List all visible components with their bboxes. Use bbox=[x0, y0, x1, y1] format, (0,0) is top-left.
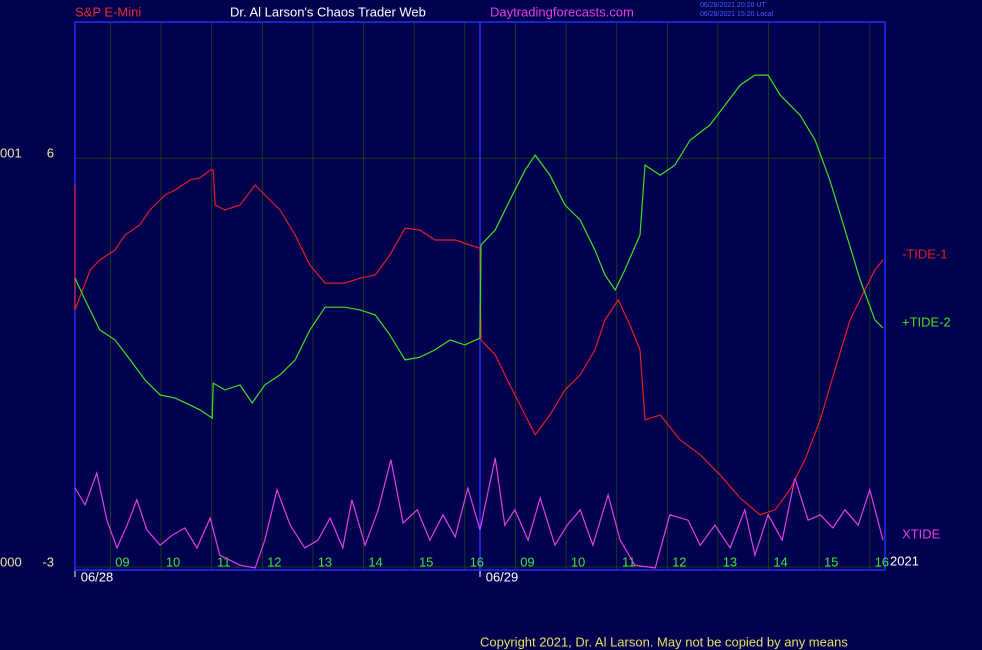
y-tick-label: 6 bbox=[47, 146, 54, 161]
footer: Copyright 2021, Dr. Al Larson. May not b… bbox=[480, 634, 848, 649]
x-tick-label: 15 bbox=[419, 554, 433, 569]
x-tick-label: 12 bbox=[672, 554, 686, 569]
stamp-ut: 06/28/2021 20:20 UT bbox=[700, 2, 766, 9]
x-tick-label: 14 bbox=[368, 554, 382, 569]
x-tick-label: 13 bbox=[723, 554, 737, 569]
stamp-local: 06/28/2021 15:20 Local bbox=[700, 11, 774, 18]
y-outer-label: 000 bbox=[0, 554, 22, 569]
series-line bbox=[74, 169, 884, 516]
y-outer-label: 001 bbox=[0, 146, 22, 161]
year-label: 2021 bbox=[890, 553, 919, 568]
y-tick-label: -3 bbox=[42, 554, 54, 569]
series-line bbox=[74, 74, 884, 420]
series-label: XTIDE bbox=[902, 527, 941, 542]
series-label: +TIDE-2 bbox=[902, 315, 951, 330]
x-tick-label: 15 bbox=[824, 554, 838, 569]
date-label: 06/29 bbox=[486, 569, 519, 584]
x-tick-label: 13 bbox=[318, 554, 332, 569]
x-tick-label: 10 bbox=[571, 554, 585, 569]
x-tick-label: 16 bbox=[470, 554, 484, 569]
x-tick-label: 14 bbox=[773, 554, 787, 569]
x-tick-label: 16 bbox=[875, 554, 889, 569]
x-tick-label: 09 bbox=[520, 554, 534, 569]
symbol: S&P E-Mini bbox=[75, 4, 141, 19]
site: Daytradingforecasts.com bbox=[490, 4, 634, 19]
x-tick-label: 09 bbox=[115, 554, 129, 569]
chart-title: Dr. Al Larson's Chaos Trader Web bbox=[230, 4, 426, 19]
x-tick-label: 10 bbox=[166, 554, 180, 569]
x-tick-label: 12 bbox=[267, 554, 281, 569]
date-label: 06/28 bbox=[81, 569, 114, 584]
series-line bbox=[74, 457, 884, 569]
series-label: -TIDE-1 bbox=[902, 246, 948, 261]
x-tick-label: 11 bbox=[622, 554, 636, 569]
